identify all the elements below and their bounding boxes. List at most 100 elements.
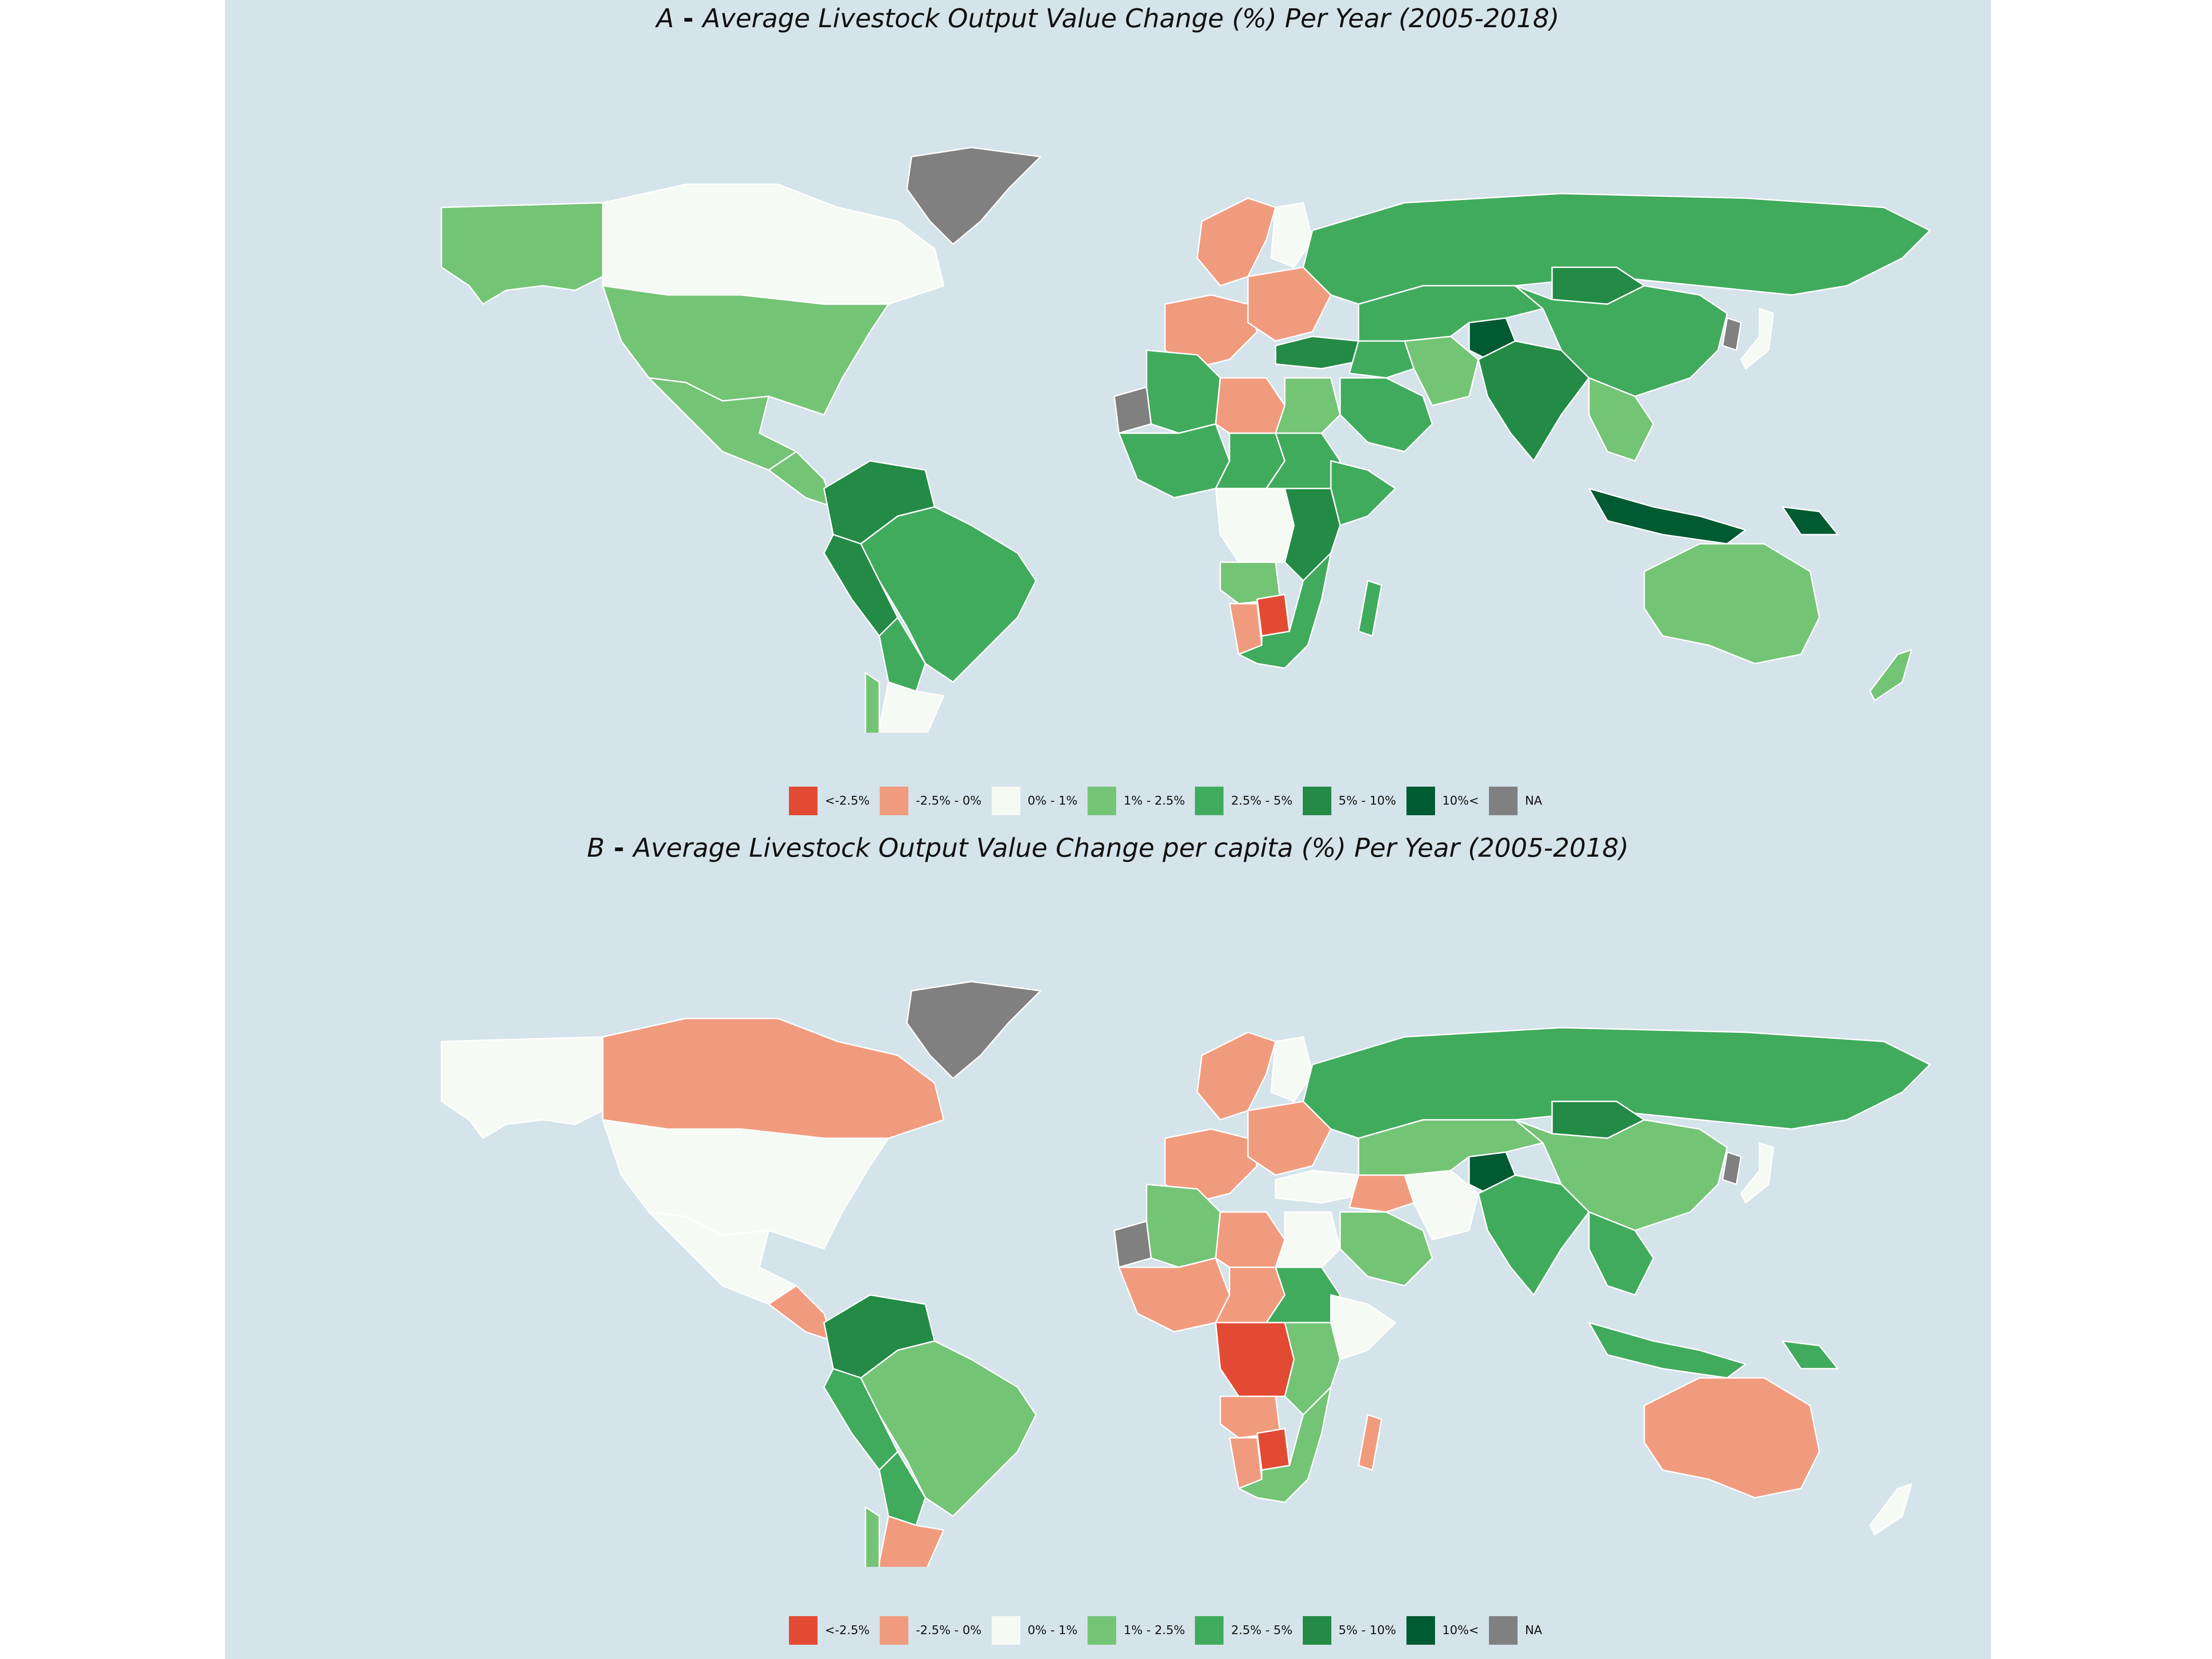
region-russia xyxy=(1302,1027,1931,1139)
region-india xyxy=(1477,1174,1590,1296)
legend-label: 2.5% - 5% xyxy=(1231,794,1293,808)
region-india xyxy=(1477,340,1590,462)
legend-swatch xyxy=(1195,1616,1224,1645)
region-korea xyxy=(1722,1151,1742,1185)
region-brazil xyxy=(860,506,1037,683)
legend-label: 1% - 2.5% xyxy=(1124,794,1185,808)
region-indonesia xyxy=(1588,1322,1747,1379)
legend-label: -2.5% - 0% xyxy=(916,1624,982,1637)
region-bolivia-paraguay xyxy=(878,1451,926,1526)
map-a-letter: A xyxy=(656,4,674,34)
legend-item: 10%< xyxy=(1406,1616,1479,1645)
region-brazil xyxy=(860,1340,1037,1517)
map-b-dash: - xyxy=(605,833,634,863)
legend-label: -2.5% - 0% xyxy=(916,794,982,808)
legend-item: 0% - 1% xyxy=(991,787,1078,815)
legend-swatch xyxy=(1088,787,1117,815)
legend-label: 5% - 10% xyxy=(1338,794,1396,808)
legend-label: 2.5% - 5% xyxy=(1231,1624,1293,1637)
region-chile xyxy=(865,672,880,733)
legend-swatch xyxy=(1088,1616,1117,1645)
region-central-asia xyxy=(1358,285,1544,342)
region-southern-africa xyxy=(1238,552,1332,669)
map-b-title-text: Average Livestock Output Value Change pe… xyxy=(633,833,1629,863)
legend-swatch xyxy=(880,1616,909,1645)
legend-item: -2.5% - 0% xyxy=(880,787,982,815)
region-arabia xyxy=(1339,377,1433,453)
map-b-title: B - Average Livestock Output Value Chang… xyxy=(225,833,1991,863)
region-nz xyxy=(1869,649,1912,701)
legend-swatch xyxy=(880,787,909,815)
figure-panel: A - Average Livestock Output Value Chang… xyxy=(225,0,1991,1659)
region-scandinavia xyxy=(1196,197,1277,287)
legend-swatch xyxy=(1406,787,1435,815)
region-korea xyxy=(1722,317,1742,351)
legend-swatch xyxy=(1406,1616,1435,1645)
region-middle-east xyxy=(1348,340,1415,379)
legend-item: 5% - 10% xyxy=(1302,1616,1396,1645)
region-se-asia xyxy=(1588,1211,1654,1296)
world-map-a xyxy=(225,138,1991,733)
world-map-b xyxy=(225,972,1991,1567)
region-botswana xyxy=(1256,1428,1290,1471)
region-chile xyxy=(865,1506,880,1567)
region-china xyxy=(1514,1119,1728,1231)
legend-a: <-2.5% -2.5% - 0% 0% - 1% 1% - 2.5% 2.5% - 5… xyxy=(789,786,1552,816)
legend-item: <-2.5% xyxy=(789,787,870,815)
legend-label: 10%< xyxy=(1442,794,1479,808)
region-argentina xyxy=(878,1515,945,1567)
region-scandinavia xyxy=(1196,1031,1277,1121)
region-indonesia xyxy=(1588,488,1747,545)
region-bolivia-paraguay xyxy=(878,617,926,692)
legend-item: -2.5% - 0% xyxy=(880,1616,982,1645)
legend-label: 0% - 1% xyxy=(1027,794,1078,808)
legend-swatch xyxy=(789,787,818,815)
region-china xyxy=(1514,285,1728,397)
legend-label: 10%< xyxy=(1442,1624,1479,1637)
region-russia xyxy=(1302,193,1931,305)
legend-item: 2.5% - 5% xyxy=(1195,787,1293,815)
region-argentina xyxy=(878,681,945,733)
region-nz xyxy=(1869,1483,1912,1535)
legend-swatch xyxy=(1489,787,1518,815)
map-a-title-text: Average Livestock Output Value Change (%… xyxy=(702,4,1559,34)
region-arabia xyxy=(1339,1211,1433,1287)
region-madagascar xyxy=(1358,1414,1382,1471)
region-botswana xyxy=(1256,594,1290,637)
legend-item: <-2.5% xyxy=(789,1616,870,1645)
legend-label: 5% - 10% xyxy=(1338,1624,1396,1637)
region-mexico xyxy=(648,377,797,471)
map-b-letter: B xyxy=(587,833,605,863)
region-egypt xyxy=(1275,1211,1341,1268)
region-egypt xyxy=(1275,377,1341,434)
legend-item: 1% - 2.5% xyxy=(1088,787,1185,815)
legend-label: 0% - 1% xyxy=(1027,1624,1078,1637)
region-greenland xyxy=(906,981,1041,1079)
region-png xyxy=(1782,1340,1839,1370)
region-middle-east xyxy=(1348,1174,1415,1213)
region-madagascar xyxy=(1358,580,1382,637)
legend-item: 1% - 2.5% xyxy=(1088,1616,1185,1645)
region-finland xyxy=(1270,202,1313,268)
map-a-title: A - Average Livestock Output Value Chang… xyxy=(225,4,1991,34)
map-a-dash: - xyxy=(674,4,703,34)
legend-swatch xyxy=(991,787,1020,815)
legend-item: NA xyxy=(1489,1616,1542,1645)
region-australia xyxy=(1643,1377,1820,1499)
region-japan xyxy=(1740,308,1774,370)
legend-label: NA xyxy=(1525,1624,1542,1637)
region-png xyxy=(1782,506,1839,535)
legend-label: 1% - 2.5% xyxy=(1124,1624,1185,1637)
region-greenland xyxy=(906,147,1041,245)
legend-item: 5% - 10% xyxy=(1302,787,1396,815)
legend-label: <-2.5% xyxy=(825,1624,870,1637)
legend-swatch xyxy=(789,1616,818,1645)
legend-swatch xyxy=(991,1616,1020,1645)
legend-swatch xyxy=(1195,787,1224,815)
region-mexico xyxy=(648,1211,797,1305)
region-japan xyxy=(1740,1142,1774,1204)
legend-item: 0% - 1% xyxy=(991,1616,1078,1645)
region-finland xyxy=(1270,1036,1313,1102)
legend-swatch xyxy=(1302,787,1331,815)
legend-item: 10%< xyxy=(1406,787,1479,815)
